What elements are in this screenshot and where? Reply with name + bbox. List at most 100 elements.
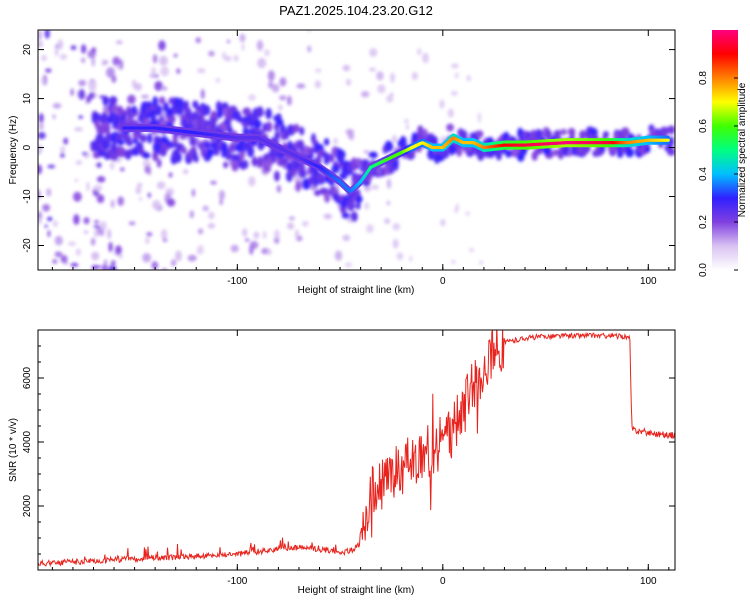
spectrogram-halo-blob — [417, 125, 424, 137]
spectrogram-halo-blob — [228, 143, 237, 153]
spectrogram-halo-blob — [168, 114, 176, 124]
spectrogram-noise-blob — [70, 45, 77, 51]
spectrogram-noise-blob — [279, 77, 287, 87]
spectrogram-noise-blob — [47, 230, 51, 238]
x-tick-label: -100 — [227, 576, 247, 587]
spectrogram-noise-blob — [109, 161, 115, 170]
spectrogram-halo-blob — [308, 152, 314, 160]
spectrogram-noise-blob — [248, 176, 256, 187]
spectrogram-noise-blob — [52, 259, 58, 264]
spectrogram-noise-blob — [465, 211, 470, 216]
spectrogram-noise-blob — [55, 47, 59, 57]
y-tick-label: 10 — [22, 93, 33, 105]
spectrogram-noise-blob — [60, 254, 68, 264]
spectrogram-noise-blob — [262, 230, 267, 239]
spectrogram-noise-blob — [215, 78, 221, 83]
spectrogram-noise-blob — [156, 158, 162, 168]
spectrogram-halo-blob — [567, 127, 576, 136]
spectrogram-noise-blob — [59, 53, 68, 60]
spectrogram-noise-blob — [301, 220, 309, 227]
spectrogram-halo-blob — [132, 132, 139, 140]
spectrogram-halo-blob — [621, 127, 630, 138]
spectrogram-noise-blob — [286, 95, 292, 106]
spectrogram-halo-blob — [287, 140, 293, 151]
spectrogram-halo-blob — [117, 139, 125, 146]
spectrogram-noise-blob — [360, 90, 370, 98]
colorbar-ticks: 0.0 0.2 0.4 0.6 0.8 — [698, 71, 738, 277]
spectrogram-halo-blob — [105, 132, 113, 143]
spectrogram-noise-blob — [110, 260, 116, 265]
spectrogram-noise-blob — [81, 152, 88, 156]
spectrogram-noise-blob — [439, 99, 445, 109]
x-tick-label: -100 — [227, 276, 247, 287]
spectrogram-noise-blob — [52, 220, 58, 228]
spectrogram-noise-blob — [112, 56, 121, 66]
spectrogram-halo-blob — [192, 150, 198, 162]
spectrogram-noise-blob — [345, 78, 352, 86]
spectrogram-noise-blob — [226, 39, 231, 44]
spectrogram-halo-blob — [126, 139, 134, 147]
spectrogram-halo-blob — [230, 153, 237, 162]
spectrogram-noise-blob — [117, 196, 125, 207]
spectrogram-noise-blob — [85, 95, 92, 104]
spectrogram-noise-blob — [390, 72, 395, 83]
spectrogram-halo-blob — [442, 150, 450, 159]
spectrogram-ridge — [122, 123, 671, 196]
spectrogram-halo-blob — [355, 202, 361, 210]
x-tick-label: 100 — [640, 276, 657, 287]
spectrogram-noise-blob — [137, 182, 143, 188]
spectrogram-halo-blob — [231, 110, 241, 121]
spectrogram-noise-blob — [248, 94, 256, 101]
spectrogram-halo-blob — [667, 125, 675, 135]
snr-series-line — [38, 330, 675, 568]
spectrogram-noise-blob — [107, 228, 112, 240]
spectrogram-noise-blob — [86, 181, 90, 192]
y-tick-label: 20 — [22, 44, 33, 56]
spectrogram-noise-blob — [200, 88, 205, 100]
spectrogram-noise-blob — [342, 234, 351, 242]
colorbar-bar — [712, 30, 738, 270]
spectrogram-halo-blob — [163, 137, 170, 145]
spectrogram-noise-blob — [447, 108, 454, 118]
spectrogram-noise-blob — [38, 131, 46, 140]
spectrogram-halo-blob — [159, 146, 167, 157]
spectrogram-halo-blob — [666, 147, 675, 156]
spectrogram-noise-blob — [63, 137, 69, 145]
spectrogram-noise-blob — [152, 54, 158, 64]
spectrogram-halo-blob — [177, 106, 184, 116]
spectrogram-halo-blob — [186, 122, 195, 130]
spectrogram-noise-blob — [110, 199, 115, 209]
spectrogram-noise-blob — [168, 172, 173, 178]
spectrogram-halo-blob — [293, 123, 300, 133]
spectrogram-noise-blob — [73, 214, 80, 225]
spectrogram-halo-blob — [307, 146, 316, 154]
spectrogram-halo-blob — [602, 131, 610, 138]
snr-x-label: Height of straight line (km) — [298, 585, 415, 596]
spectrogram-noise-blob — [152, 200, 161, 210]
spectrogram-noise-blob — [249, 245, 254, 255]
spectrogram-halo-blob — [669, 136, 675, 147]
spectrogram-noise-blob — [239, 33, 246, 43]
y-tick-label: 0 — [22, 144, 33, 150]
spectrogram-noise-blob — [135, 186, 142, 195]
spectrogram-halo-blob — [476, 130, 484, 138]
spectrogram-noise-blob — [52, 114, 56, 120]
spectrogram-noise-blob — [223, 55, 232, 62]
spectrogram-halo-blob — [251, 155, 257, 167]
spectrogram-noise-blob — [141, 94, 150, 99]
spectrogram-halo-blob — [210, 110, 218, 119]
spectrogram-halo-blob — [110, 142, 117, 152]
spectrogram-noise-blob — [70, 88, 74, 96]
spectrogram-noise-blob — [96, 176, 106, 183]
spectrogram-halo-blob — [384, 140, 394, 152]
spectrogram-noise-blob — [145, 237, 150, 245]
spectrogram-halo-blob — [223, 161, 229, 169]
spectrogram-halo-blob — [399, 135, 407, 148]
spectrogram-noise-blob — [38, 30, 42, 41]
spectrogram-noise-blob — [46, 188, 52, 197]
spectrogram-noise-blob — [90, 237, 96, 246]
spectrogram-noise-blob — [38, 122, 44, 131]
spectrogram-noise-blob — [151, 261, 159, 270]
spectrogram-noise-blob — [54, 251, 63, 258]
